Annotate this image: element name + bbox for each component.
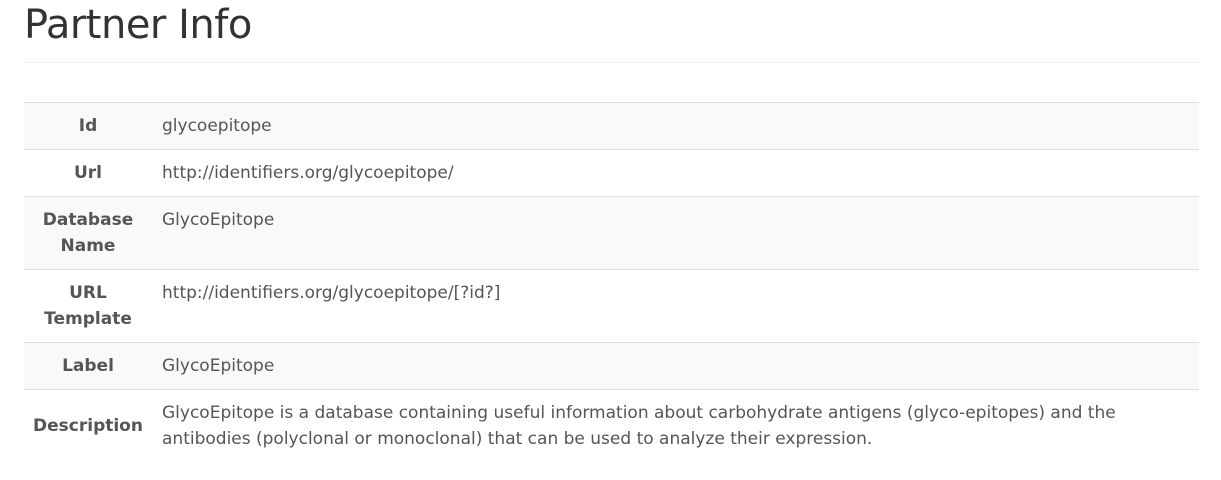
row-value-database-name: GlycoEpitope	[162, 210, 275, 230]
table-row-id: Id glycoepitope	[24, 102, 1199, 150]
table-row-database-name: Database Name GlycoEpitope	[24, 196, 1199, 270]
row-label-database-name: Database Name	[42, 210, 134, 256]
row-value-url-template: http://identifiers.org/glycoepitope/[?id…	[162, 283, 501, 303]
page-title: Partner Info	[24, 2, 252, 48]
row-label-description: Description	[33, 416, 143, 436]
row-label-url-template: URL Template	[44, 283, 132, 329]
table-row-url-template: URL Template http://identifiers.org/glyc…	[24, 269, 1199, 343]
row-value-id: glycoepitope	[162, 116, 272, 136]
row-label-url: Url	[73, 163, 102, 183]
row-value-url: http://identifiers.org/glycoepitope/	[162, 163, 454, 183]
table-row-url: Url http://identifiers.org/glycoepitope/	[24, 149, 1199, 197]
row-label-label: Label	[62, 356, 114, 376]
partner-info-table: Id glycoepitope Url http://identifiers.o…	[24, 102, 1199, 462]
title-divider	[24, 62, 1199, 63]
table-row-description: Description GlycoEpitope is a database c…	[24, 389, 1199, 462]
row-value-label: GlycoEpitope	[162, 356, 275, 376]
table-row-label: Label GlycoEpitope	[24, 342, 1199, 390]
row-value-description: GlycoEpitope is a database containing us…	[162, 403, 1116, 449]
row-label-id: Id	[78, 116, 98, 136]
